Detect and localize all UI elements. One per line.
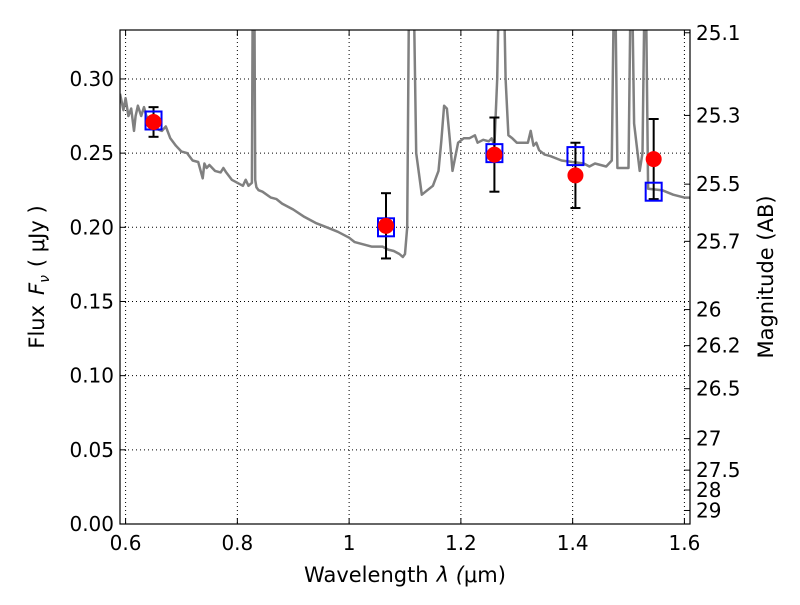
y-tick-label: 0.15 [69,289,114,313]
y2-tick-label: 25.1 [696,21,741,45]
y2-tick-label: 26.5 [696,377,741,401]
y2-axis-label: Magnitude (AB) [754,195,778,358]
model-spectrum-line [120,30,690,259]
y-tick-label: 0.30 [69,67,114,91]
observed-point [567,167,584,184]
error-bars [148,106,659,260]
plot-area [120,30,690,260]
y-axis-label: FluxFν( μJy ) [25,205,53,348]
x-tick-label: 1 [343,531,356,555]
model-point [566,146,585,167]
observed-point [486,146,503,163]
y-tick-label: 0.05 [69,438,114,462]
y2-tick-label: 29 [696,498,721,522]
y2-tick-label: 28 [696,478,721,502]
y-tick-label: 0.20 [69,215,114,239]
observed-photometry-points [145,113,662,234]
x-axis-label: Wavelength λ (μm) [304,563,506,587]
observed-point [145,113,162,130]
x-tick-labels: 0.6 0.8 1 1.2 1.4 1.6 [110,531,701,555]
y2-tick-label: 27.5 [696,458,741,482]
x-tick-label: 1.6 [669,531,701,555]
plot-frame [119,29,691,525]
y2-tick-label: 26 [696,298,721,322]
observed-point [645,151,662,168]
model-photometry-points [144,110,663,238]
tick-marks [120,30,690,525]
x-tick-label: 1.4 [557,531,589,555]
y2-tick-label: 25.7 [696,229,741,253]
y-tick-label: 0.00 [69,512,114,536]
y-tick-labels: 0.00 0.05 0.10 0.15 0.20 0.25 0.30 [69,67,114,536]
grid-layer [120,30,690,524]
y2-tick-label: 25.3 [696,103,741,127]
x-tick-label: 0.6 [110,531,142,555]
y-tick-label: 0.10 [69,364,114,388]
y2-tick-label: 27 [696,427,721,451]
y2-tick-label: 25.5 [696,172,741,196]
x-tick-label: 0.8 [221,531,253,555]
model-point [644,181,663,202]
x-tick-label: 1.2 [445,531,477,555]
y2-tick-label: 26.2 [696,334,741,358]
observed-point [378,217,394,234]
y-tick-label: 0.25 [69,141,114,165]
